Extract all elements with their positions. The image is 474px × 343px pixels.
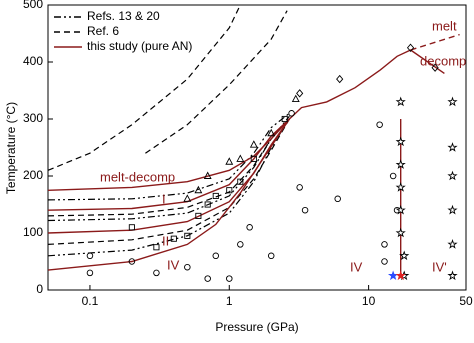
circle-marker [212,252,220,260]
square-marker [250,155,257,162]
y-tick-label: 100 [23,225,43,239]
square-marker [237,178,244,185]
square-marker [212,192,219,200]
phase-boundary [410,33,460,51]
star-marker [447,96,458,107]
circle-marker [86,269,94,277]
star-marker [399,250,410,261]
plot-frame [47,4,467,291]
phase-boundary [47,118,290,271]
legend-label: this study (pure AN) [87,39,192,53]
legend-label: Ref. 6 [87,24,119,38]
x-tick-label: 0.1 [82,294,99,308]
star-marker [447,238,458,249]
circle-marker [184,263,191,271]
square-marker [195,212,202,219]
annotation: IV [350,259,363,274]
diamond-marker [431,63,439,72]
circle-marker [128,258,136,265]
x-tick-label: 1 [226,294,233,308]
square-marker [204,201,211,208]
circle-marker [296,184,303,191]
x-tick-label: 10 [362,294,376,308]
annotation: melt [432,18,457,33]
circle-marker [226,275,233,282]
triangle-marker [267,128,276,137]
circle-marker [381,241,388,248]
circle-marker [204,275,211,282]
y-axis-title: Temperature (°C) [4,102,18,194]
triangle-marker [236,154,245,162]
star-marker [387,270,399,281]
phase-boundary [410,49,445,74]
star-marker [395,227,406,238]
y-tick-label: 200 [23,168,43,182]
circle-marker [301,206,309,214]
phase-boundary [47,118,290,245]
phase-boundary [47,118,290,257]
star-marker [395,136,406,147]
circle-marker [237,241,244,248]
star-marker [395,96,406,107]
circle-marker [288,110,295,117]
phase-boundary [47,118,290,211]
phase-boundary [47,4,241,171]
circle-marker [334,195,341,203]
triangle-marker [203,171,212,179]
y-tick-label: 0 [36,282,43,296]
diamond-marker [406,43,415,52]
circle-marker [86,252,94,260]
diamond-marker [296,89,304,98]
star-marker [447,204,458,215]
circle-marker [153,269,160,277]
circle-marker [267,252,275,260]
diamond-marker [336,74,344,84]
star-marker [447,142,458,152]
circle-marker [389,172,397,180]
square-marker [170,235,177,242]
annotation: melt-decomp [100,169,175,184]
annotation: IV' [432,259,447,274]
square-marker [281,115,288,123]
square-marker [153,244,160,251]
triangle-marker [291,94,300,103]
square-marker [226,187,233,194]
triangle-marker [194,185,203,194]
phase-boundary [47,112,290,201]
x-axis-title: Pressure (GPa) [215,320,298,334]
square-marker [128,224,135,231]
square-marker [184,232,191,239]
star-marker [395,270,406,281]
x-tick-label: 50 [459,294,473,308]
triangle-marker [225,157,234,165]
y-tick-label: 400 [23,54,43,68]
y-tick-label: 500 [23,0,43,11]
circle-marker [381,258,388,265]
star-marker [447,170,458,181]
triangle-marker [183,194,192,202]
star-marker [447,270,458,281]
star-marker [395,182,406,192]
legend-label: Refs. 13 & 20 [87,9,160,23]
y-tick-label: 300 [23,111,43,125]
annotation: IV [167,257,180,272]
triangle-marker [249,140,258,148]
phase-boundary [145,10,288,154]
circle-marker [246,224,253,231]
phase-boundary [47,115,290,222]
star-marker [395,159,406,169]
circle-marker [376,121,383,128]
annotation: decomp [420,53,466,68]
annotation: I [162,191,166,206]
star-marker [395,204,406,215]
annotation: II [162,233,169,248]
